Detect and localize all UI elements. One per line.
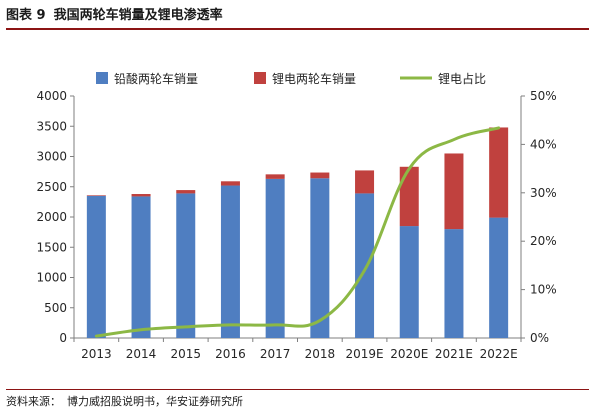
bar-lead-acid xyxy=(355,193,375,338)
chart-legend: 铅酸两轮车销量 锂电两轮车销量 锂电占比 xyxy=(96,71,486,86)
x-tick-label: 2021E xyxy=(435,347,473,361)
bar-lithium xyxy=(489,127,509,218)
legend-share-label: 锂电占比 xyxy=(438,71,486,86)
bar-lead-acid xyxy=(176,193,196,338)
y-right-tick-label: 0% xyxy=(530,331,549,345)
y-left-tick-label: 2000 xyxy=(36,210,67,224)
bar-lead-acid xyxy=(86,195,106,338)
bar-lithium xyxy=(265,174,285,179)
y-left-tick-label: 1500 xyxy=(36,240,67,254)
bar-lead-acid xyxy=(310,178,330,338)
x-tick-label: 2022E xyxy=(480,347,518,361)
figure-title: 图表 9 我国两轮车销量及锂电渗透率 xyxy=(6,4,589,30)
bar-lithium xyxy=(444,153,464,230)
y-left-tick-label: 3000 xyxy=(36,150,67,164)
bar-lead-acid xyxy=(265,178,285,338)
y-left-tick-label: 500 xyxy=(44,301,67,315)
figure-label: 图表 9 xyxy=(6,8,46,23)
source-text: 博力威招股说明书，华安证券研究所 xyxy=(67,395,243,408)
x-tick-label: 2016 xyxy=(215,347,246,361)
x-tick-label: 2015 xyxy=(170,347,201,361)
bar-lithium xyxy=(176,190,196,194)
bar-lithium xyxy=(220,181,240,186)
source-label: 资料来源： xyxy=(6,395,61,408)
bar-lithium xyxy=(86,195,106,196)
y-left-tick-label: 2500 xyxy=(36,180,67,194)
bar-lithium xyxy=(310,172,330,179)
bar-lithium xyxy=(399,166,419,227)
x-tick-label: 2013 xyxy=(81,347,112,361)
x-tick-label: 2019E xyxy=(345,347,383,361)
y-left-tick-label: 4000 xyxy=(36,89,67,103)
x-tick-label: 2018 xyxy=(305,347,336,361)
y-right-tick-label: 30% xyxy=(530,186,557,200)
x-tick-label: 2020E xyxy=(390,347,428,361)
bar-lead-acid xyxy=(399,226,419,338)
y-right-tick-label: 20% xyxy=(530,234,557,248)
bar-lead-acid xyxy=(220,185,240,338)
legend-lithium-label: 锂电两轮车销量 xyxy=(272,71,356,86)
line-lithium-share xyxy=(94,126,501,338)
chart-bars xyxy=(86,127,509,338)
bar-lithium xyxy=(355,170,375,194)
y-left-tick-label: 1000 xyxy=(36,271,67,285)
legend-lead-acid-label: 铅酸两轮车销量 xyxy=(114,71,198,86)
y-right-tick-label: 10% xyxy=(530,283,557,297)
bar-lead-acid xyxy=(444,229,464,338)
y-right-tick-label: 50% xyxy=(530,89,557,103)
bar-lithium xyxy=(131,194,151,197)
bar-lead-acid xyxy=(489,217,509,338)
chart-line xyxy=(94,126,501,338)
figure-title-text: 我国两轮车销量及锂电渗透率 xyxy=(53,8,223,23)
y-right-tick-label: 40% xyxy=(530,137,557,151)
chart-axes: 0 500 1000 1500 2000 2500 3000 3500 4000 0% 10% 20%… xyxy=(36,89,556,361)
x-tick-label: 2014 xyxy=(126,347,157,361)
legend-lead-acid-swatch xyxy=(96,72,108,84)
x-tick-label: 2017 xyxy=(260,347,291,361)
y-left-tick-label: 0 xyxy=(59,331,67,345)
y-left-tick-label: 3500 xyxy=(36,119,67,133)
figure-source: 资料来源： 博力威招股说明书，华安证券研究所 xyxy=(6,389,589,414)
bar-lead-acid xyxy=(131,196,151,338)
legend-lithium-swatch xyxy=(254,72,266,84)
